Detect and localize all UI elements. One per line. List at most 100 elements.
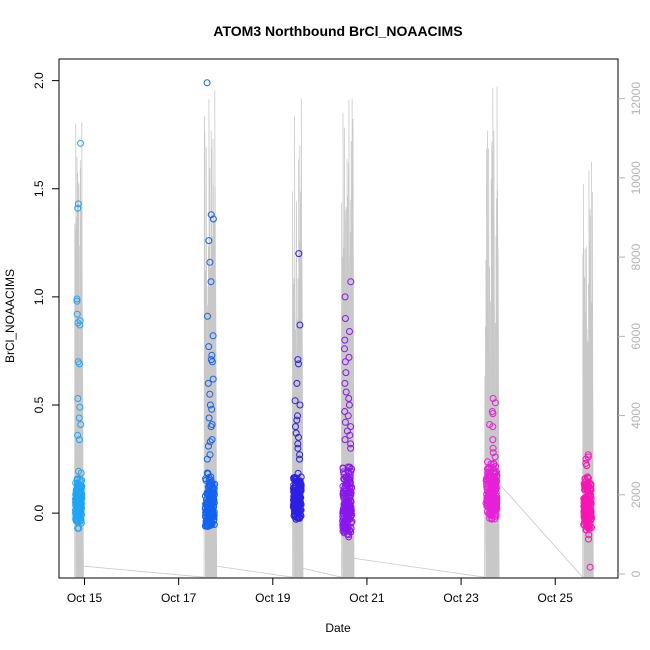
- data-point: [208, 358, 216, 366]
- data-point: [493, 497, 501, 505]
- data-point: [209, 332, 217, 340]
- data-point: [489, 463, 497, 471]
- data-point: [489, 444, 497, 452]
- data-point: [76, 317, 84, 325]
- data-point: [205, 442, 212, 450]
- data-point: [204, 470, 212, 478]
- data-point: [488, 512, 496, 520]
- data-point: [341, 408, 349, 415]
- y2-tick-label: 0: [629, 570, 643, 577]
- data-point: [585, 493, 593, 501]
- data-point: [489, 410, 497, 418]
- data-point: [585, 489, 593, 497]
- data-point: [204, 312, 211, 320]
- data-point: [205, 237, 213, 245]
- data-point: [207, 423, 215, 431]
- data-point: [74, 524, 82, 532]
- data-point: [207, 211, 215, 219]
- data-point: [205, 477, 213, 485]
- data-point: [295, 433, 302, 441]
- data-point: [76, 321, 84, 329]
- data-point: [489, 449, 497, 457]
- data-point: [580, 510, 588, 518]
- data-point: [489, 423, 497, 431]
- data-point: [347, 278, 355, 286]
- x-tick-label: Oct 23: [443, 591, 479, 605]
- data-point: [75, 414, 83, 422]
- x-tick-label: Oct 25: [538, 591, 574, 605]
- data-point: [296, 504, 304, 512]
- data-point: [340, 475, 348, 483]
- data-point: [348, 483, 356, 491]
- data-point: [77, 519, 85, 527]
- data-point: [204, 490, 212, 498]
- y-tick-label: 0.5: [32, 396, 46, 413]
- data-point: [485, 468, 493, 476]
- data-point: [346, 491, 354, 499]
- data-point: [208, 351, 216, 359]
- data-point: [77, 501, 85, 509]
- data-point: [489, 480, 497, 488]
- data-point: [293, 490, 301, 497]
- data-point: [341, 436, 349, 444]
- data-point: [587, 480, 595, 488]
- data-point: [583, 473, 591, 481]
- y-tick-label: 1.5: [32, 180, 46, 197]
- data-point: [293, 379, 301, 387]
- flight-series-3: [289, 250, 305, 523]
- data-point: [341, 358, 349, 366]
- y2-tick-label: 2000: [629, 481, 643, 508]
- data-point: [588, 523, 595, 531]
- data-point: [584, 453, 592, 461]
- data-point: [348, 465, 356, 473]
- data-point: [341, 379, 349, 387]
- data-point: [583, 462, 591, 470]
- data-point: [77, 421, 85, 428]
- data-point: [206, 502, 214, 510]
- data-point: [289, 503, 297, 511]
- data-point: [584, 523, 591, 531]
- data-point: [585, 531, 593, 539]
- data-point: [74, 431, 82, 439]
- data-point: [294, 469, 302, 477]
- data-point: [204, 510, 212, 518]
- altitude-line: [74, 86, 594, 579]
- data-point: [582, 455, 590, 463]
- data-point: [206, 401, 214, 409]
- data-point: [73, 476, 81, 484]
- data-point: [295, 360, 302, 368]
- y2-tick-label: 12000: [629, 82, 643, 116]
- flight-series-5: [482, 395, 501, 523]
- data-point: [207, 278, 215, 286]
- data-point: [74, 319, 82, 327]
- data-point: [295, 250, 303, 258]
- data-point: [292, 475, 300, 483]
- data-point: [205, 343, 213, 351]
- data-point: [491, 399, 499, 407]
- data-point: [210, 488, 218, 496]
- data-point: [74, 204, 82, 212]
- data-point: [75, 436, 83, 444]
- data-point: [208, 521, 216, 528]
- data-point: [339, 491, 347, 499]
- y2-tick-label: 4000: [629, 402, 643, 429]
- data-point: [74, 508, 81, 516]
- flight-series-1: [72, 139, 86, 532]
- x-tick-label: Oct 19: [255, 591, 291, 605]
- data-point: [488, 511, 496, 519]
- data-point: [341, 293, 349, 301]
- data-point: [74, 496, 82, 504]
- data-points: [72, 79, 595, 571]
- data-point: [202, 500, 210, 508]
- data-point: [491, 453, 499, 461]
- data-point: [203, 455, 211, 463]
- data-point: [73, 310, 81, 318]
- data-point: [294, 444, 302, 452]
- data-point: [493, 468, 500, 476]
- data-point: [205, 414, 213, 422]
- data-point: [208, 436, 216, 444]
- data-point: [206, 390, 214, 398]
- data-point: [586, 563, 594, 571]
- data-point: [77, 139, 84, 147]
- data-point: [208, 514, 216, 522]
